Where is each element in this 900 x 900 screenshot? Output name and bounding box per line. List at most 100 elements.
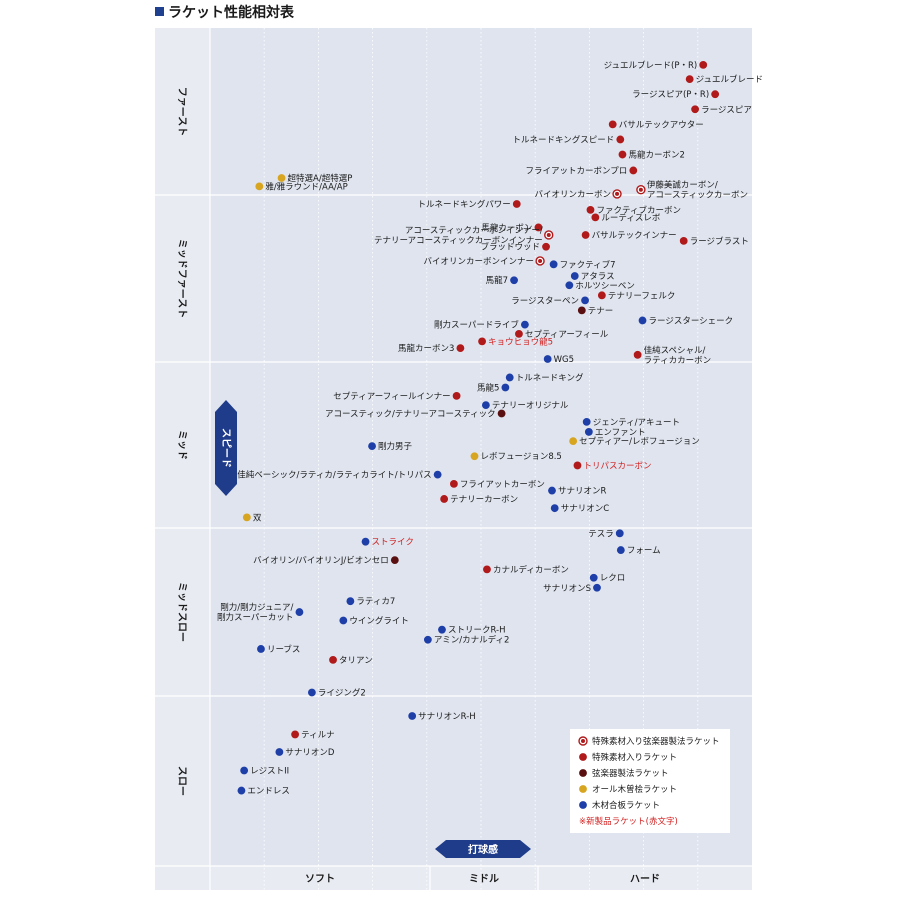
point-label: サナリオンR: [558, 487, 607, 497]
point-label: ルーティスレボ: [601, 213, 660, 223]
point-label: レクロ: [600, 574, 626, 584]
point-label: 伊藤美誠カーボン/アコースティックカーボン: [647, 180, 748, 201]
marker-dot: [534, 223, 543, 232]
data-point: サナリオンR-H: [408, 712, 476, 722]
marker-dot: [597, 291, 606, 300]
point-label: セプティアーフィール: [525, 330, 609, 340]
point-label: ラージスターペン: [511, 296, 579, 306]
data-point: ファクティブカーボン: [586, 205, 681, 216]
point-label: タリアン: [339, 656, 373, 666]
marker-dot: [257, 645, 265, 653]
point-label: ラージスピア(P・R): [632, 90, 709, 100]
data-point: 超特選A/超特選P: [277, 173, 352, 184]
point-label: バイオリンカーボンインナー: [424, 257, 535, 267]
data-point: 佳純スペシャル/ラティカカーボン: [633, 345, 711, 366]
point-label: アコースティックカーボンインナー/テナリーアコースティックカーボンインナー: [374, 226, 543, 246]
data-point: バサルテックアウター: [608, 120, 704, 130]
point-label: キョウヒョウ龍5: [488, 336, 553, 347]
legend-label: 木材合板ラケット: [592, 800, 660, 811]
data-point: バイオリンカーボン: [535, 189, 622, 200]
data-point: ラージスターシェーク: [638, 316, 733, 326]
data-point: ラージブラスト: [679, 236, 749, 247]
marker-dot: [633, 350, 642, 359]
point-label: 双: [253, 513, 262, 523]
data-point: 雅/雅ラウンド/AA/AP: [255, 181, 348, 192]
marker-core: [638, 187, 643, 192]
marker-dot: [581, 231, 590, 239]
point-label: テナリーフェルク: [608, 291, 676, 301]
marker-dot: [608, 120, 617, 129]
x-band-label: ハード: [630, 873, 660, 885]
data-point: 剛力/剛力ジュニア/剛力スーパーカット: [217, 602, 304, 623]
title-square-icon: [155, 7, 164, 16]
marker-dot: [579, 785, 587, 793]
data-point: セプティアーフィールインナー: [333, 391, 461, 402]
data-point: ラティカ7: [346, 597, 395, 607]
data-point: アタラス: [570, 272, 615, 282]
data-point: リーブス: [257, 644, 300, 655]
data-point: アミン/カナルディ2: [423, 635, 509, 646]
marker-dot: [390, 556, 399, 565]
data-point: ジュエルブレード(P・R): [604, 60, 708, 71]
data-point: ブラッドウッド: [481, 242, 550, 253]
marker-dot: [565, 281, 574, 290]
marker-dot: [501, 383, 510, 392]
point-label: 馬龍カーボン3: [398, 343, 454, 354]
legend-box: [570, 729, 730, 833]
y-band-label: ミッドファースト: [176, 239, 188, 319]
legend-label: 特殊素材入りラケット: [592, 752, 677, 763]
data-point: キョウヒョウ龍5: [478, 336, 553, 347]
point-label: エンファント: [595, 428, 646, 438]
point-label: 雅/雅ラウンド/AA/AP: [265, 181, 347, 192]
point-label: トルネードキングスピード: [513, 134, 615, 145]
point-label: ライジング2: [318, 688, 366, 699]
point-label: バサルテックアウター: [619, 120, 704, 130]
point-label: 馬龍7: [486, 275, 508, 286]
marker-dot: [577, 306, 586, 315]
marker-dot: [433, 470, 442, 479]
point-label: 馬龍カーボン: [481, 222, 532, 233]
point-label: ティルナ: [301, 730, 335, 740]
data-point: 剛力スーパードライブ: [434, 320, 529, 331]
data-point: トルネードキング: [505, 372, 584, 383]
point-label: ストリークR-H: [448, 626, 506, 636]
marker-dot: [543, 355, 552, 363]
data-point: ラージスターペン: [511, 296, 589, 306]
marker-dot: [679, 236, 688, 245]
marker-dot: [255, 182, 264, 191]
data-point: レボフュージョン8.5: [470, 452, 562, 462]
point-label: 剛力スーパードライブ: [434, 320, 519, 331]
marker-dot: [699, 60, 708, 69]
data-point: 馬龍5: [477, 383, 510, 394]
chart-title-text: ラケット性能相対表: [168, 5, 294, 21]
marker-dot: [629, 166, 638, 175]
point-label: テスラ: [588, 529, 614, 539]
marker-dot: [452, 391, 461, 400]
data-point: エンファント: [584, 428, 646, 438]
data-point: トルネードキングスピード: [513, 134, 625, 145]
point-label: フライアットカーボンプロ: [526, 166, 628, 176]
point-label: 馬龍5: [477, 383, 499, 394]
data-point: フライアットカーボンプロ: [526, 166, 638, 176]
marker-dot: [711, 90, 720, 99]
marker-dot: [408, 712, 417, 720]
point-label: レジストII: [250, 766, 289, 776]
point-label: アタラス: [581, 272, 615, 282]
point-label: ラティカ7: [356, 597, 395, 607]
data-point: タリアン: [329, 656, 373, 666]
point-label: ジュエルブレード: [696, 74, 763, 85]
marker-dot: [368, 442, 376, 451]
data-point: ティルナ: [291, 730, 335, 740]
x-axis-title: 打球感: [468, 843, 498, 856]
point-label: バイオリンカーボン: [535, 190, 612, 200]
point-label: ラージスピア: [701, 105, 752, 115]
marker-dot: [505, 373, 514, 382]
marker-dot: [542, 242, 550, 251]
data-point: ラージスピア: [691, 105, 752, 115]
marker-dot: [275, 748, 284, 756]
point-label: 馬龍カーボン2: [628, 150, 684, 161]
data-point: フライアットカーボン: [450, 480, 545, 490]
data-point: バイオリンカーボンインナー: [424, 256, 545, 267]
x-axis-badge: 打球感: [435, 840, 531, 858]
marker-dot: [573, 461, 582, 470]
